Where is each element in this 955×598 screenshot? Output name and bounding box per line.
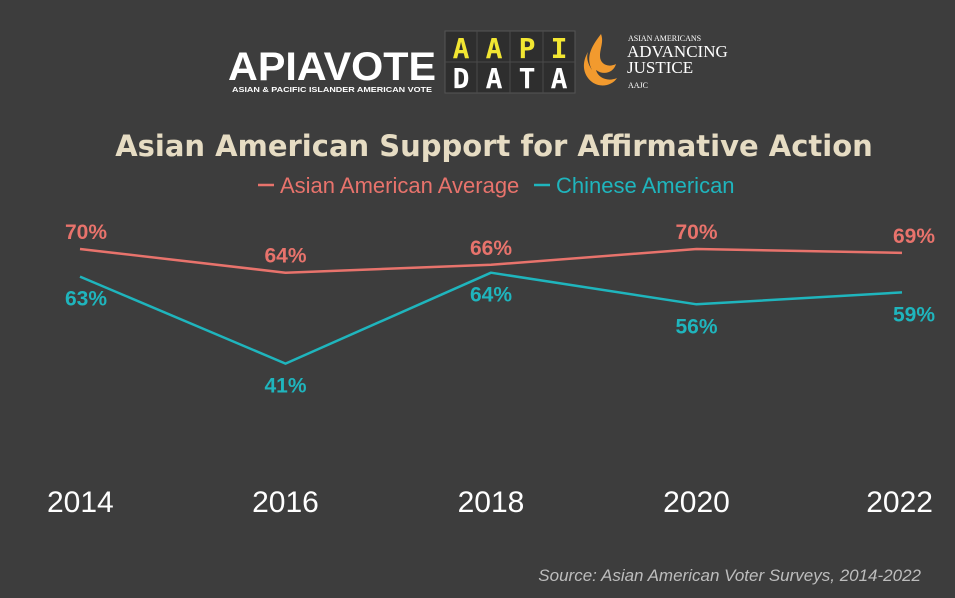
x-tick-label: 2020 — [663, 486, 730, 519]
aapidata-letter: D — [453, 62, 470, 95]
x-axis-ticks: 2014 2016 2018 2020 2022 — [47, 486, 933, 519]
series-line-asian-american-average — [79, 247, 903, 274]
data-label: 56% — [675, 315, 717, 338]
aapidata-letter: I — [551, 32, 568, 65]
aapidata-letter: A — [486, 62, 503, 95]
data-label: 70% — [675, 221, 717, 244]
apiavote-logo: APIAVOTE ASIAN & PACIFIC ISLANDER AMERIC… — [228, 45, 436, 94]
aapidata-letter: T — [519, 62, 536, 95]
legend: Asian American Average Chinese American — [258, 173, 735, 198]
data-label: 66% — [470, 237, 512, 260]
data-label: 41% — [264, 375, 306, 398]
aapidata-logo: A A P I D A T A — [444, 30, 576, 95]
data-label: 70% — [65, 221, 107, 244]
flame-icon — [583, 34, 617, 86]
series-layer — [79, 247, 903, 365]
data-label: 64% — [470, 284, 512, 307]
aapidata-grid-lines — [445, 31, 575, 93]
aapidata-letter: A — [453, 32, 470, 65]
aapidata-letter: A — [486, 32, 503, 65]
chart-title: Asian American Support for Affirmative A… — [115, 129, 873, 163]
source-note: Source: Asian American Voter Surveys, 20… — [538, 566, 921, 585]
x-tick-label: 2022 — [866, 486, 933, 519]
apiavote-name: APIAVOTE — [228, 45, 436, 89]
series-line-chinese-american — [79, 271, 903, 365]
x-tick-label: 2018 — [458, 486, 525, 519]
data-label: 69% — [893, 225, 935, 248]
aajc-logo: ASIAN AMERICANS ADVANCING JUSTICE AAJC — [583, 34, 728, 90]
x-tick-label: 2014 — [47, 486, 114, 519]
data-labels: 70% 64% 66% 70% 69% 63% 41% 64% 56% 59% — [65, 221, 935, 398]
aapidata-letter: A — [551, 62, 568, 95]
data-label: 63% — [65, 288, 107, 311]
x-tick-label: 2016 — [252, 486, 319, 519]
apiavote-tagline: ASIAN & PACIFIC ISLANDER AMERICAN VOTE — [232, 87, 432, 94]
aajc-line1: ADVANCING — [627, 42, 728, 61]
logo-banner: APIAVOTE ASIAN & PACIFIC ISLANDER AMERIC… — [228, 30, 728, 95]
legend-label-asian-american-average: Asian American Average — [280, 173, 519, 198]
legend-label-chinese-american: Chinese American — [556, 173, 735, 198]
data-label: 64% — [264, 245, 306, 268]
aajc-abbr: AAJC — [628, 81, 648, 90]
data-label: 59% — [893, 303, 935, 326]
aapidata-letter: P — [519, 32, 536, 65]
aajc-small: ASIAN AMERICANS — [628, 34, 701, 43]
aajc-line2: JUSTICE — [627, 58, 693, 77]
